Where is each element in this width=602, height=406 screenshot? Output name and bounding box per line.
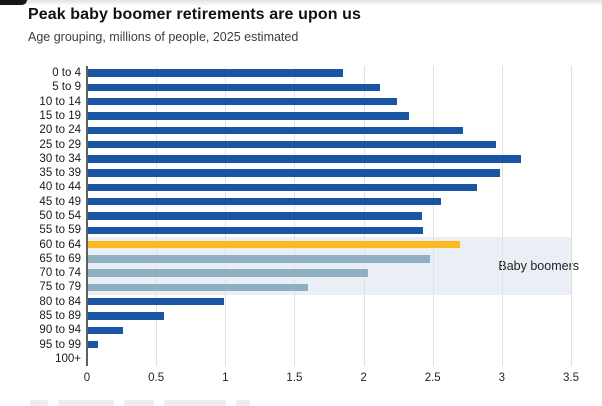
bar-85-to-89 (87, 312, 165, 320)
y-axis-label: 85 to 89 (39, 309, 81, 322)
y-axis-label: 50 to 54 (39, 209, 81, 222)
bar-20-to-24 (87, 126, 464, 135)
bar-row (87, 295, 571, 309)
bar-row (87, 166, 571, 180)
bar-row (87, 266, 571, 280)
bar-row (87, 352, 571, 366)
y-axis-label: 90 to 94 (39, 324, 81, 337)
x-tick-label: 2 (360, 372, 367, 384)
bar-row (87, 95, 571, 109)
bar-row (87, 66, 571, 80)
y-axis-label: 55 to 59 (39, 224, 81, 237)
x-axis-ticks: 0 0.5 1 1.5 2 2.5 3 3.5 (83, 372, 579, 388)
bar-35-to-39 (87, 169, 501, 177)
bar-row (87, 137, 571, 151)
y-axis-label: 30 to 34 (39, 152, 81, 165)
bar-row (87, 109, 571, 123)
y-axis-label: 60 to 64 (39, 238, 81, 251)
y-axis-label: 40 to 44 (39, 181, 81, 194)
x-tick-label: 0 (83, 372, 91, 384)
gridline (571, 66, 572, 366)
y-axis-label: 15 to 19 (39, 109, 81, 122)
y-axis-label: 20 to 24 (39, 124, 81, 137)
x-tick-label: 1.5 (286, 372, 303, 384)
bar-5-to-9 (87, 83, 381, 92)
bar-95-to-99 (87, 340, 99, 349)
y-axis-label: 0 to 4 (52, 67, 81, 80)
bar-row (87, 123, 571, 137)
bar-45-to-49 (87, 197, 441, 206)
y-axis-label: 75 to 79 (39, 281, 81, 294)
bar-row (87, 323, 571, 337)
x-tick-label: 3 (498, 372, 506, 384)
bar-row (87, 337, 571, 351)
y-axis-label: 5 to 9 (52, 81, 81, 94)
chart-title: Peak baby boomer retirements are upon us (28, 6, 361, 23)
bar-55-to-59 (87, 226, 424, 235)
top-left-corner-artifact (0, 0, 27, 5)
baby-boomers-label: Baby boomers (498, 258, 579, 273)
bar-row (87, 237, 571, 251)
bar-row (87, 180, 571, 194)
x-tick-label: 2.5 (424, 372, 441, 384)
x-tick-label: 3.5 (563, 372, 579, 384)
bar-0-to-4 (87, 69, 343, 77)
y-axis-label: 80 to 84 (39, 295, 81, 308)
bar-65-to-69 (87, 255, 430, 263)
y-axis-label: 25 to 29 (39, 138, 81, 151)
bar-row (87, 152, 571, 166)
bar-40-to-44 (87, 183, 477, 192)
gridline (501, 66, 503, 366)
x-tick-label: 0.5 (148, 372, 165, 384)
chart-subtitle: Age grouping, millions of people, 2025 e… (28, 30, 299, 44)
bar-75-to-79 (87, 283, 309, 292)
y-axis-label: 70 to 74 (39, 267, 81, 280)
bar-row (87, 195, 571, 209)
y-axis-line (86, 66, 88, 366)
bar-60-to-64 (87, 240, 461, 249)
y-axis-label: 10 to 14 (39, 95, 81, 108)
top-edge-artifact (0, 0, 602, 6)
bar-15-to-19 (87, 112, 410, 120)
bar-row (87, 280, 571, 294)
gridline (432, 66, 434, 366)
bar-row (87, 309, 571, 323)
bar-80-to-84 (87, 297, 224, 306)
bar-10-to-14 (87, 97, 397, 106)
y-axis-label: 95 to 99 (39, 338, 81, 351)
cropped-source-text (30, 400, 250, 406)
bar-50-to-54 (87, 212, 422, 220)
y-axis-label: 35 to 39 (39, 167, 81, 180)
bar-70-to-74 (87, 269, 368, 277)
plot-area: Baby boomers (86, 66, 579, 366)
bar-25-to-29 (87, 140, 497, 149)
bar-90-to-94 (87, 326, 123, 335)
bar-30-to-34 (87, 155, 522, 163)
x-tick-label: 1 (222, 372, 229, 384)
bar-row (87, 209, 571, 223)
y-axis-label: 65 to 69 (39, 252, 81, 265)
bar-row (87, 223, 571, 237)
bar-row (87, 80, 571, 94)
y-axis-label: 100+ (55, 352, 81, 365)
y-axis-label: 45 to 49 (39, 195, 81, 208)
bar-row (87, 252, 571, 266)
